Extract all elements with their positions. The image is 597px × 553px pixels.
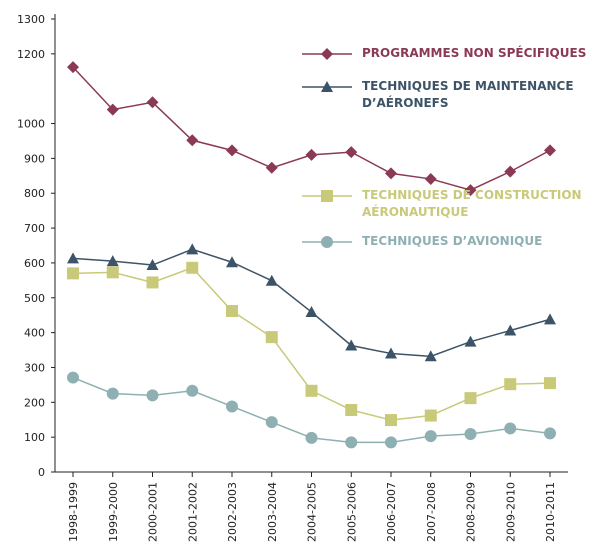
point	[504, 378, 517, 391]
point	[146, 259, 159, 271]
point	[226, 144, 238, 157]
point	[226, 256, 238, 268]
point	[146, 389, 159, 402]
x-tick-label: 2004-2005	[306, 482, 319, 542]
point	[305, 384, 318, 397]
series-line	[72, 248, 551, 358]
point	[146, 96, 159, 109]
point	[67, 371, 79, 384]
point	[464, 392, 477, 405]
point	[226, 400, 238, 413]
point	[345, 339, 358, 351]
legend-marker	[321, 48, 333, 60]
point	[424, 350, 437, 362]
y-tick-label: 500	[24, 292, 45, 305]
point	[385, 167, 397, 180]
point	[265, 161, 278, 174]
point	[106, 387, 119, 400]
y-tick-label: 200	[24, 396, 45, 409]
y-tick-label: 0	[38, 466, 45, 479]
point	[385, 347, 397, 359]
point	[146, 276, 159, 289]
point	[345, 146, 358, 159]
point	[544, 144, 556, 157]
legend-label: TECHNIQUES D’AVIONIQUE	[362, 234, 543, 248]
point	[464, 428, 477, 441]
point	[186, 134, 199, 147]
y-tick-label: 1200	[17, 48, 45, 61]
point	[504, 165, 517, 178]
point	[265, 274, 278, 286]
point	[106, 255, 119, 267]
x-tick-label: 1999-2000	[107, 482, 120, 542]
legend-marker	[321, 190, 333, 202]
point	[305, 148, 318, 161]
x-tick-label: 2007-2008	[425, 482, 438, 542]
point	[305, 431, 318, 444]
point	[345, 436, 358, 449]
point	[544, 377, 556, 390]
point	[385, 436, 397, 449]
point	[544, 427, 556, 440]
point	[106, 103, 119, 116]
point	[345, 403, 358, 416]
point	[305, 306, 318, 318]
point	[504, 422, 517, 435]
point	[464, 184, 477, 197]
y-tick-label: 900	[24, 152, 45, 165]
x-tick-label: 2000-2001	[147, 482, 160, 542]
x-tick-label: 1998-1999	[67, 482, 80, 542]
point	[265, 416, 278, 429]
legend-label: TECHNIQUES DE CONSTRUCTION AÉRONAUTIQUE	[362, 188, 582, 219]
point	[67, 252, 79, 264]
point	[226, 305, 238, 318]
y-tick-label: 1000	[17, 118, 45, 131]
x-tick-label: 2002-2003	[226, 482, 239, 542]
legend-marker	[321, 81, 333, 92]
point	[504, 324, 517, 336]
x-tick-label: 2008-2009	[465, 482, 478, 542]
y-tick-label: 1300	[17, 13, 45, 26]
point	[544, 313, 556, 325]
y-tick-label: 400	[24, 327, 45, 340]
point	[385, 414, 397, 427]
legend-marker	[321, 236, 333, 248]
y-tick-label: 100	[24, 431, 45, 444]
legend-label: TECHNIQUES DE MAINTENANCE D’AÉRONEFS	[362, 79, 574, 110]
x-tick-label: 2010-2011	[544, 482, 557, 542]
point	[464, 335, 477, 347]
point	[424, 172, 437, 185]
x-tick-label: 2003-2004	[266, 482, 279, 542]
x-tick-label: 2009-2010	[504, 482, 517, 542]
point	[265, 331, 278, 344]
x-tick-label: 2006-2007	[385, 482, 398, 542]
y-tick-label: 800	[24, 187, 45, 200]
point	[186, 243, 199, 255]
y-tick-label: 300	[24, 361, 45, 374]
x-tick-label: 2005-2006	[345, 482, 358, 542]
y-tick-label: 700	[24, 222, 45, 235]
point	[186, 261, 199, 274]
legend-label: PROGRAMMES NON SPÉCIFIQUES	[362, 46, 587, 60]
point	[424, 409, 437, 422]
point	[67, 61, 79, 74]
x-tick-label: 2001-2002	[186, 482, 199, 542]
series-line	[72, 266, 551, 421]
point	[67, 267, 79, 280]
point	[186, 384, 199, 397]
point	[424, 430, 437, 443]
y-tick-label: 600	[24, 257, 45, 270]
point	[106, 266, 119, 279]
